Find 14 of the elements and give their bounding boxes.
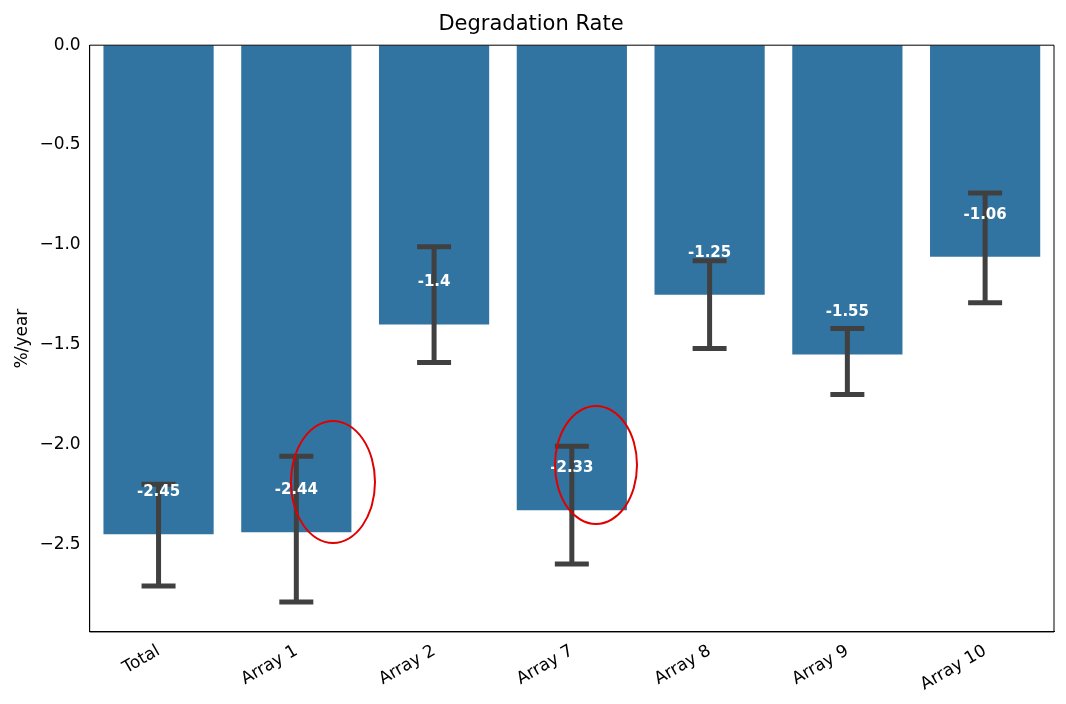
y-tick-label: −2.5	[39, 532, 81, 553]
chart-title: Degradation Rate	[438, 11, 624, 36]
data-label: -2.45	[136, 482, 181, 501]
y-tick-label: −0.5	[39, 133, 81, 154]
data-label: -1.55	[825, 302, 869, 321]
y-tick-label: 0.0	[53, 33, 81, 54]
data-label: -1.25	[687, 242, 732, 261]
data-label: -1.06	[963, 204, 1007, 223]
y-tick-label: −1.5	[39, 332, 81, 353]
y-axis-title: %/year	[10, 308, 31, 369]
data-label: -1.4	[417, 272, 451, 291]
y-tick-label: −2.0	[39, 432, 81, 453]
y-tick-label: −1.0	[39, 233, 81, 254]
x-tick-label: Total	[117, 639, 163, 678]
